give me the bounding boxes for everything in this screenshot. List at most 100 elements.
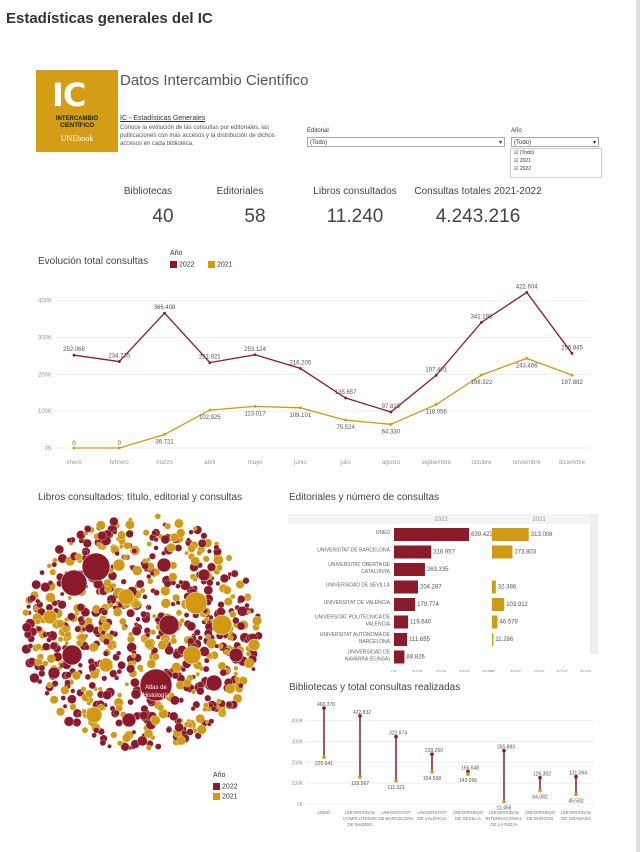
book-bubble	[192, 526, 198, 531]
bar-label-2022: 88.826	[406, 655, 425, 661]
chevron-down-icon: ▾	[498, 140, 502, 146]
category-label: UNIVERSIDAD	[561, 810, 593, 815]
book-bubble	[188, 529, 194, 535]
data-point	[117, 360, 121, 363]
book-bubble	[117, 588, 135, 606]
category-label: UNIVERSITAT POLITÈCNICA DE	[315, 614, 391, 621]
year-option[interactable]: ☑ 2021	[514, 158, 531, 164]
data-label: 341.196	[471, 314, 493, 320]
book-bubble	[225, 554, 233, 562]
book-bubble	[187, 637, 195, 645]
book-bubble	[131, 548, 138, 554]
book-bubble	[181, 667, 187, 673]
book-bubble	[171, 672, 179, 680]
dumbbell-point-2022	[466, 769, 470, 774]
category-label: INTERNACIONAL	[486, 816, 523, 821]
book-bubble	[34, 657, 43, 667]
x-tick-label: octubre	[471, 460, 492, 466]
book-bubble	[107, 744, 112, 749]
legend-item-2022[interactable]: 2022	[170, 261, 195, 268]
x-tick-label: marzo	[156, 460, 173, 466]
data-label: 131.064	[569, 771, 587, 777]
book-bubble	[126, 608, 135, 618]
book-bubble	[119, 544, 124, 550]
data-label: 11.456	[497, 806, 512, 812]
book-bubble	[29, 594, 37, 602]
book-bubble	[85, 689, 94, 698]
book-bubble	[170, 533, 180, 543]
book-bubble	[174, 722, 184, 733]
book-bubble	[237, 682, 244, 689]
editorial-filter-select[interactable]: (Todo) ▾	[307, 137, 505, 147]
year-filter-select[interactable]: (Todo) ▾	[511, 137, 599, 147]
book-bubble	[96, 541, 102, 547]
book-bubble	[164, 522, 172, 530]
legend-swatch	[213, 793, 220, 800]
kpi-label: Editoriales	[216, 186, 264, 197]
book-bubble	[197, 568, 211, 582]
dashboard-subtitle-link[interactable]: IC - Estadísticas Generales	[120, 115, 206, 122]
editorial-filter-label: Editorial	[307, 128, 329, 134]
book-bubble	[156, 703, 165, 712]
bubble-label: Atlas de	[145, 685, 167, 691]
book-bubble	[145, 744, 152, 751]
legend-item-2022[interactable]: 2022	[213, 783, 238, 790]
book-bubble	[137, 735, 148, 747]
scrollbar[interactable]	[636, 0, 640, 852]
x-tick-label: 800K	[580, 670, 592, 672]
book-bubble	[225, 701, 233, 708]
book-bubble	[204, 694, 212, 702]
bar-2021	[492, 545, 513, 559]
data-label: 197.882	[561, 380, 583, 386]
legend-swatch	[213, 783, 220, 790]
dumbbell-chart-title: Bibliotecas y total consultas realizadas	[289, 682, 461, 693]
bar-label-2022: 639.423	[471, 532, 493, 538]
dumbbell-point-2021	[322, 755, 326, 759]
book-bubble	[110, 731, 118, 739]
bar-label-2021: 32.386	[498, 585, 517, 591]
legend-item-2021[interactable]: 2021	[213, 793, 238, 800]
data-point	[480, 320, 483, 324]
book-bubble	[176, 735, 186, 746]
column-header-bg	[288, 514, 593, 524]
book-bubble	[203, 616, 210, 623]
book-bubble	[196, 550, 203, 556]
y-tick-label: 300K	[291, 740, 303, 746]
book-bubble	[74, 625, 82, 633]
bar-label-2021: 313.008	[531, 532, 553, 538]
x-tick-label: agosto	[382, 460, 401, 466]
book-bubble	[62, 703, 68, 709]
column-header-2021: 2021	[532, 517, 546, 523]
category-label: UNIVERSITAT OBERTA DE	[328, 562, 390, 568]
book-bubble	[197, 539, 207, 548]
dashboard-description: Conoce la evolución de las consultas por…	[120, 125, 275, 147]
book-bubble	[116, 668, 123, 675]
book-bubble	[244, 602, 250, 608]
data-point	[298, 406, 302, 410]
book-bubble	[55, 619, 65, 628]
book-bubble	[149, 552, 156, 560]
year-option[interactable]: ☑ (Todo)	[514, 150, 535, 156]
book-bubble	[190, 556, 200, 566]
x-tick-label: 400K	[435, 670, 447, 672]
x-tick-label: septiembre	[421, 460, 451, 466]
book-bubble	[131, 729, 137, 735]
book-bubble	[219, 669, 227, 677]
year-option[interactable]: ☑ 2022	[514, 166, 531, 172]
book-bubble	[46, 637, 52, 643]
category-label: DE BARCELONA	[378, 816, 413, 821]
data-label: 255.883	[497, 745, 515, 751]
book-bubble	[210, 705, 217, 712]
book-bubble	[130, 677, 140, 688]
x-tick-label: 600K	[459, 670, 471, 672]
legend-item-2021[interactable]: 2021	[208, 261, 233, 268]
dumbbell-point-2021	[358, 775, 362, 779]
book-bubble	[164, 645, 174, 656]
book-bubble	[146, 574, 152, 580]
book-bubble	[22, 609, 30, 617]
data-label: 102.925	[199, 415, 221, 421]
bar-label-2021: 11.286	[495, 637, 514, 643]
data-label: 197.401	[425, 367, 447, 373]
book-bubble	[144, 639, 154, 649]
line-legend-title: Año	[170, 250, 183, 257]
